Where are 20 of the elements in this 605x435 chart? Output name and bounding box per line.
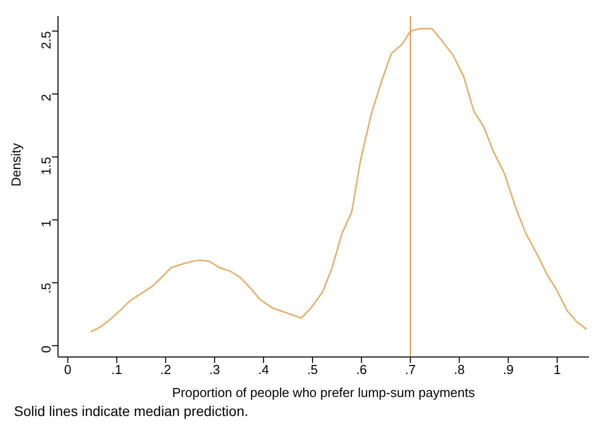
y-tick-label: 1.5 — [38, 156, 54, 176]
x-tick-label: .6 — [356, 362, 367, 378]
y-tick-label: 0 — [38, 346, 54, 353]
x-tick-label: 1 — [554, 362, 561, 378]
y-tick-label: 1 — [38, 220, 54, 228]
x-tick-label: .4 — [258, 362, 269, 378]
x-tick-label: .1 — [111, 362, 122, 378]
x-tick-label: .2 — [160, 362, 172, 378]
text: Solid lines indicate median prediction. — [14, 403, 250, 419]
x-tick-label: .3 — [209, 362, 220, 378]
x-tick-label: .8 — [454, 362, 465, 378]
y-axis-title: Density — [8, 142, 24, 186]
x-tick-label: 0 — [64, 362, 72, 378]
y-tick-label: 2 — [38, 94, 54, 102]
x-tick-label: .7 — [404, 362, 416, 378]
x-tick-label: .9 — [502, 362, 514, 378]
x-tick-label: .5 — [307, 362, 318, 378]
x-axis-title: Proportion of people who prefer lump-sum payments — [172, 385, 476, 400]
y-tick-label: .5 — [38, 282, 54, 294]
y-tick-label: 2.5 — [38, 31, 54, 50]
